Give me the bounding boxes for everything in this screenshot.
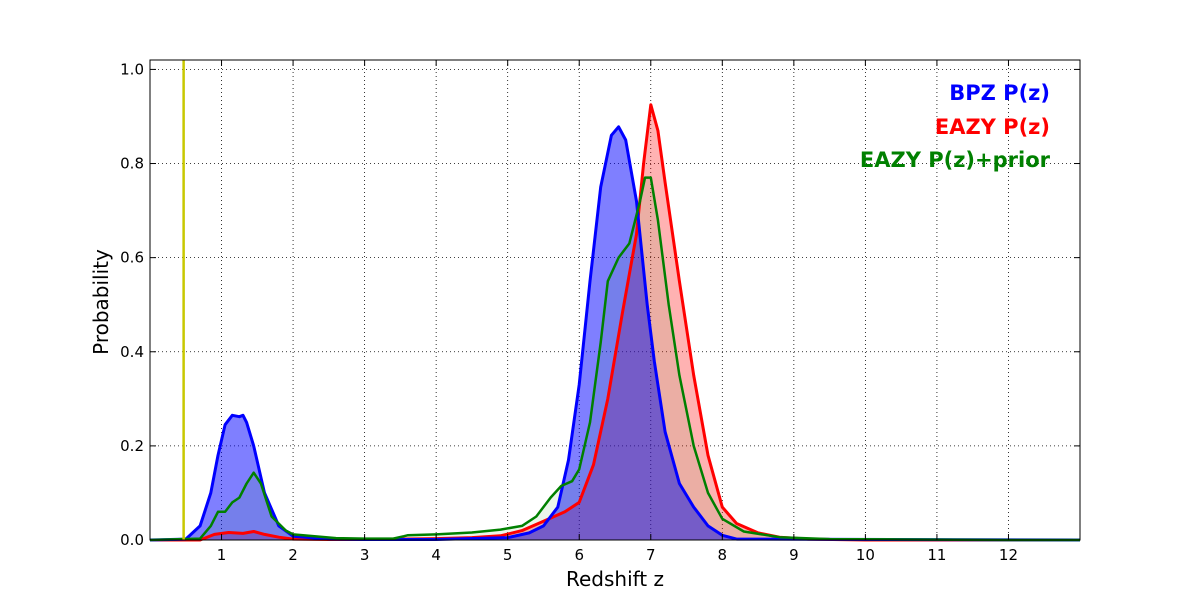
x-tick-label: 12 (999, 546, 1018, 564)
x-tick-label: 8 (718, 546, 728, 564)
legend-bpz: BPZ P(z) (949, 81, 1050, 105)
axis-ticks: 1 2 3 4 5 6 7 8 9 10 11 120.00.20.40.60.81.0 (120, 60, 1080, 564)
x-tick-label: 2 (288, 546, 298, 564)
series-lines (149, 103, 1081, 542)
x-tick-label: 7 (646, 546, 656, 564)
legend: BPZ P(z) EAZY P(z) EAZY P(z)+prior (860, 81, 1051, 172)
y-tick-label: 0.2 (120, 437, 144, 455)
y-tick-label: 0.8 (120, 155, 144, 173)
y-tick-label: 0.6 (120, 249, 144, 267)
series-line-1 (149, 125, 1081, 542)
x-tick-label: 4 (431, 546, 441, 564)
x-tick-label: 11 (927, 546, 946, 564)
series-line-0 (150, 103, 1080, 542)
x-axis-title: Redshift z (566, 567, 664, 591)
x-tick-label: 9 (789, 546, 799, 564)
x-tick-label: 10 (856, 546, 875, 564)
x-tick-label: 3 (360, 546, 370, 564)
y-tick-label: 0.4 (120, 343, 144, 361)
legend-eazy-prior: EAZY P(z)+prior (860, 148, 1051, 172)
x-tick-label: 1 (217, 546, 227, 564)
plot-frame (149, 59, 1081, 541)
y-tick-label: 1.0 (120, 60, 144, 78)
series-fill-1 (150, 126, 1080, 541)
x-tick-label: 5 (503, 546, 513, 564)
legend-eazy: EAZY P(z) (935, 115, 1050, 139)
y-tick-label: 0.0 (120, 531, 144, 549)
x-tick-label: 6 (574, 546, 584, 564)
y-axis-title: Probability (89, 249, 113, 355)
series-line-2 (149, 176, 1080, 542)
